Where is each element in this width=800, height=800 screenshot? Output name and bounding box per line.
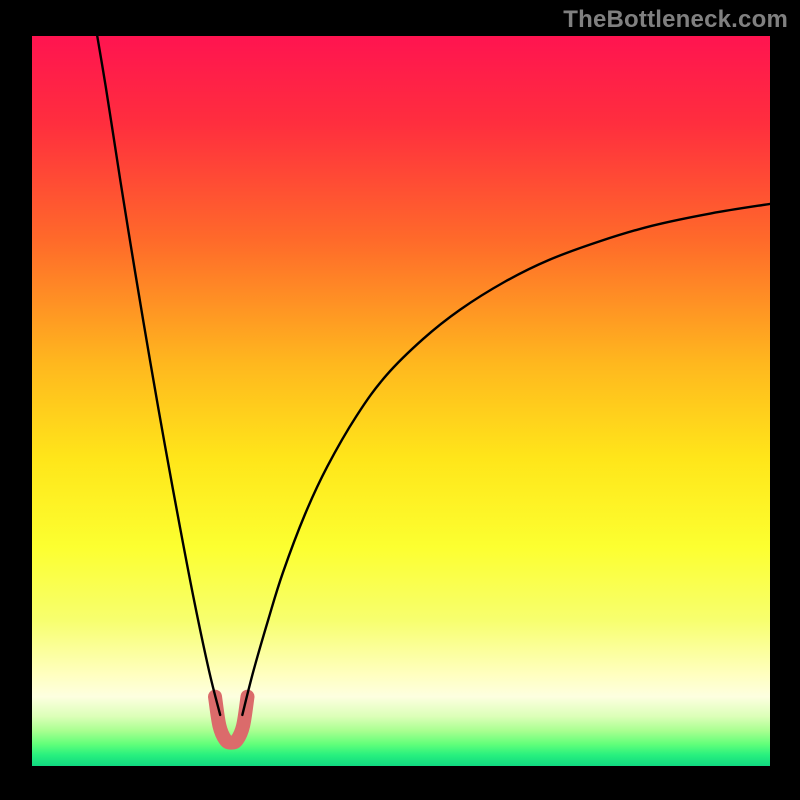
plot-area: [32, 36, 770, 766]
gradient-background: [32, 36, 770, 766]
watermark-text: TheBottleneck.com: [563, 6, 788, 34]
chart-frame: TheBottleneck.com: [0, 0, 800, 800]
chart-svg: [32, 36, 770, 766]
